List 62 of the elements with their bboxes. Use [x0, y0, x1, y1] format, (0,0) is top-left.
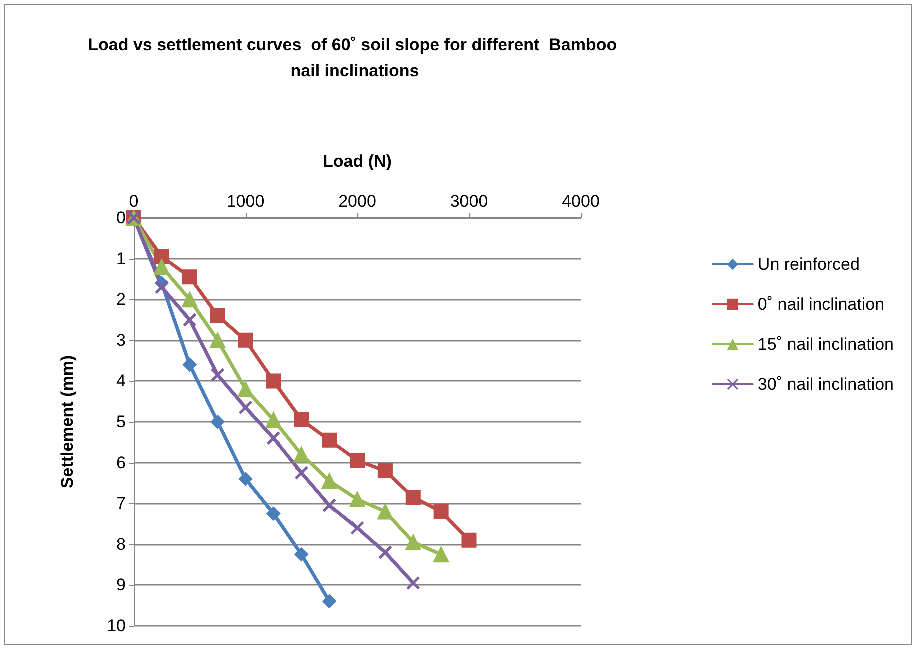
- point: [210, 332, 226, 348]
- point: [377, 504, 394, 520]
- legend-label: 15˚ nail inclination: [758, 335, 894, 354]
- point: [294, 446, 310, 463]
- y-tick-label: 10: [107, 616, 126, 636]
- x-tick-label: 2000: [338, 192, 376, 211]
- point: [322, 594, 337, 609]
- y-tick-label: 3: [116, 330, 126, 350]
- point: [294, 412, 310, 428]
- y-tick-label: 8: [116, 534, 126, 554]
- point: [266, 506, 281, 521]
- point: [434, 504, 449, 520]
- y-tick-label: 0: [116, 208, 126, 228]
- legend-label: 30˚ nail inclination: [758, 375, 894, 394]
- point: [351, 522, 364, 535]
- y-tick-label: 2: [116, 290, 126, 310]
- point: [433, 546, 450, 563]
- point: [322, 432, 338, 448]
- point: [182, 292, 198, 308]
- x-tick-label: 1000: [226, 192, 265, 211]
- y-tick-label: 5: [116, 412, 126, 432]
- point: [154, 258, 170, 275]
- x-tick-label: 4000: [562, 192, 600, 211]
- point: [182, 358, 197, 372]
- point: [378, 546, 392, 560]
- point: [155, 280, 168, 294]
- point: [239, 401, 252, 414]
- point: [350, 453, 365, 468]
- point: [323, 499, 336, 512]
- point: [406, 576, 420, 590]
- legend-label: Un reinforced: [758, 255, 860, 274]
- y-axis-title: Settlement (mm): [58, 355, 77, 489]
- point: [154, 249, 170, 264]
- point: [238, 472, 253, 486]
- point: [350, 492, 366, 508]
- x-tick-label: 3000: [450, 192, 488, 211]
- y-tick-label: 9: [116, 576, 126, 595]
- x-tick-label: 0: [129, 192, 139, 211]
- point: [266, 374, 282, 389]
- point: [295, 466, 308, 480]
- point: [267, 432, 280, 445]
- point: [322, 473, 338, 490]
- legend-label: 0˚ nail inclination: [758, 295, 885, 314]
- point: [238, 332, 254, 348]
- y-tick-label: 4: [116, 372, 126, 391]
- y-tick-label: 1: [116, 249, 126, 268]
- point: [462, 532, 477, 548]
- point: [211, 368, 224, 382]
- y-tick-label: 6: [116, 453, 126, 472]
- point: [183, 314, 196, 326]
- point: [210, 415, 225, 429]
- point: [266, 412, 282, 428]
- chart-title: Load vs settlement curves of 60˚ soil slope for different Bamboo nail inclinations: [88, 36, 622, 80]
- point: [238, 381, 254, 398]
- point: [210, 308, 226, 324]
- point: [294, 548, 309, 562]
- point: [378, 463, 393, 478]
- y-tick-label: 7: [116, 494, 126, 514]
- point: [182, 270, 198, 285]
- point: [406, 490, 421, 505]
- x-axis-title: Load (N): [323, 152, 392, 171]
- point: [405, 534, 422, 550]
